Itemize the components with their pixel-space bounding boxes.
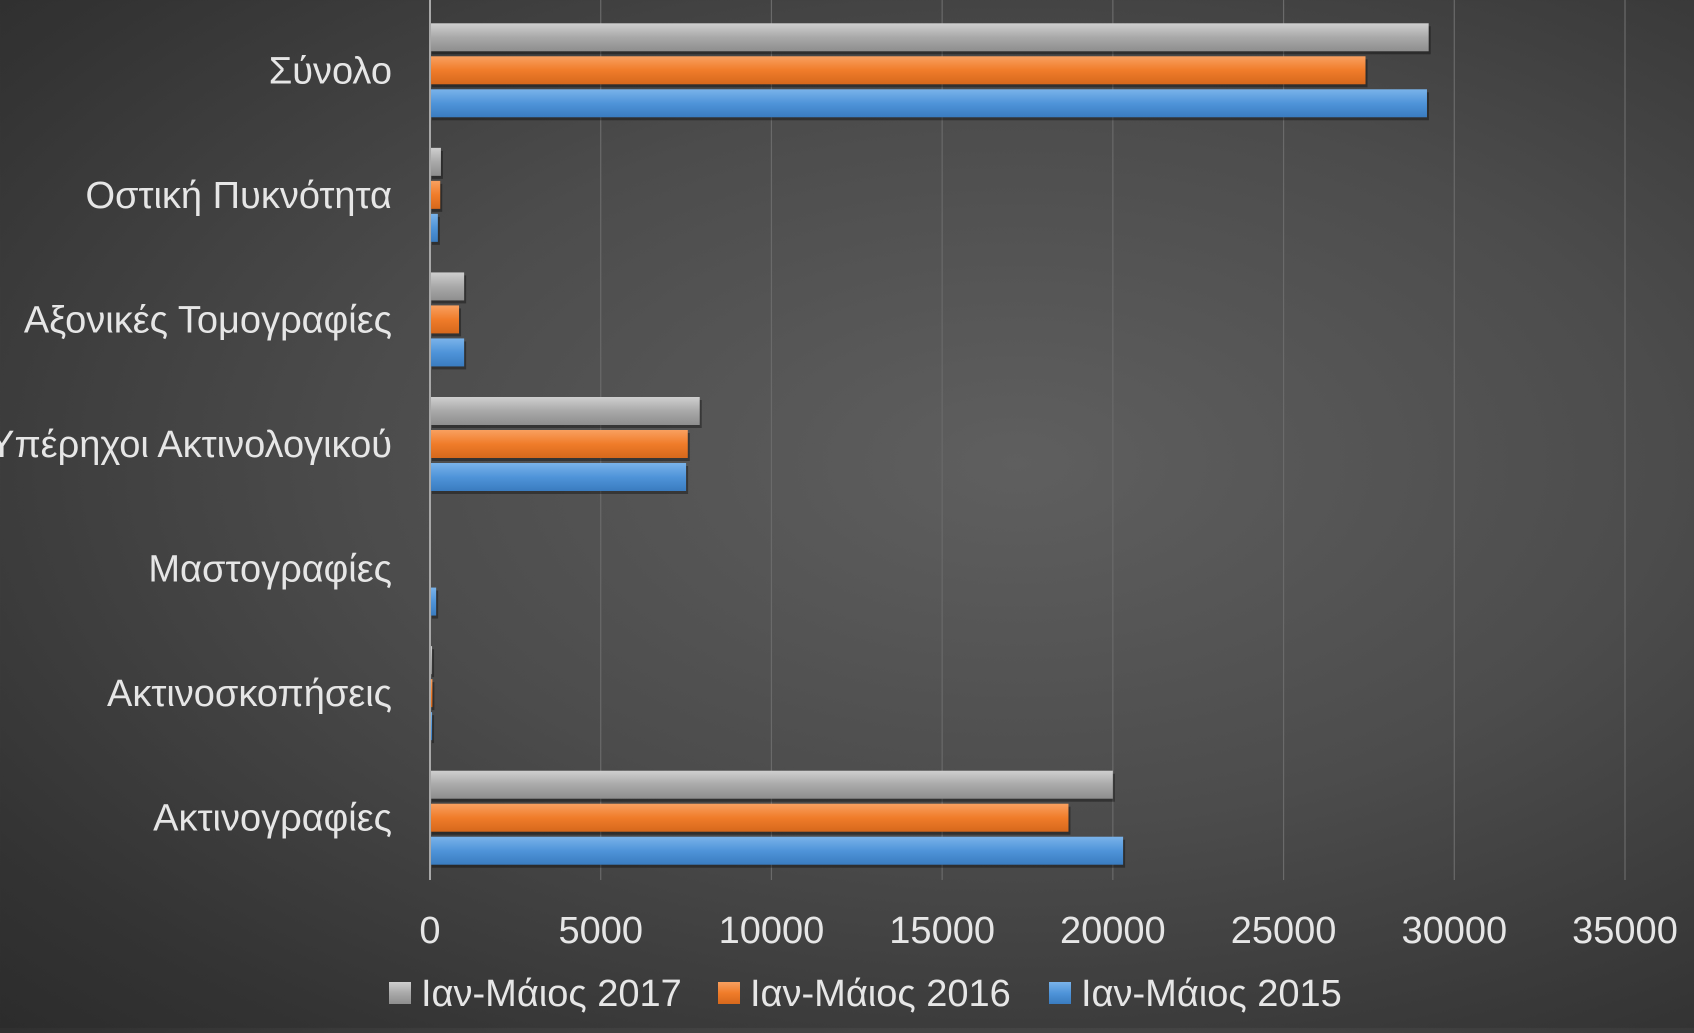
bar-2-5 (430, 147, 441, 176)
bar-0-0 (430, 836, 1124, 865)
axes: 0 5000 10000 15000 20000 25000 30000 35000 Ακτιν… (0, 0, 1678, 952)
legend-label: Ιαν-Μάιος 2017 (421, 973, 682, 1015)
x-tick-label: 35000 (1572, 910, 1678, 952)
bar-0-1 (430, 712, 433, 741)
bar-0-6 (430, 89, 1427, 118)
legend: Ιαν-Μάιος 2017 Ιαν-Μάιος 2016 Ιαν-Μάιος 20… (389, 973, 1342, 1015)
x-tick-label: 25000 (1231, 910, 1337, 952)
legend-label: Ιαν-Μάιος 2016 (750, 973, 1011, 1015)
category-label: Υπέρηχοι Ακτινολογικού (0, 424, 392, 466)
legend-swatch (718, 982, 740, 1004)
bar-1-6 (430, 56, 1366, 85)
x-tick-label: 30000 (1401, 910, 1507, 952)
bar-2-1 (430, 646, 433, 675)
legend-swatch (389, 982, 411, 1004)
bar-0-3 (430, 463, 687, 491)
bar-0-5 (430, 213, 438, 242)
category-label: Ακτινογραφίες (153, 798, 392, 840)
legend-swatch (1049, 982, 1071, 1004)
category-label: Μαστογραφίες (148, 549, 392, 591)
bar-2-4 (430, 272, 465, 301)
gridlines (429, 0, 1626, 880)
bar-0-2 (430, 587, 437, 616)
category-label: Αξονικές Τομογραφίες (24, 299, 392, 341)
bar-1-1 (430, 679, 433, 708)
bar-2-3 (430, 397, 700, 425)
legend-label: Ιαν-Μάιος 2015 (1081, 973, 1342, 1015)
bar-1-3 (430, 430, 688, 458)
x-tick-label: 5000 (558, 910, 643, 952)
category-label: Οστική Πυκνότητα (85, 175, 392, 217)
x-tick-label: 15000 (889, 910, 995, 952)
bar-2-0 (430, 770, 1113, 799)
bar-0-4 (430, 338, 465, 367)
bar-1-0 (430, 803, 1069, 832)
category-label: Ακτινοσκοπήσεις (107, 673, 392, 715)
bar-shadow (432, 715, 435, 744)
x-tick-label: 20000 (1060, 910, 1166, 952)
bars (430, 23, 1431, 868)
x-tick-label: 10000 (719, 910, 825, 952)
category-label: Σύνολο (269, 50, 392, 92)
bar-2-6 (430, 23, 1429, 52)
bar-shadow (432, 682, 435, 711)
x-tick-label: 0 (419, 910, 440, 952)
bar-1-4 (430, 305, 460, 334)
bar-1-5 (430, 180, 441, 209)
bar-shadow (432, 649, 435, 678)
